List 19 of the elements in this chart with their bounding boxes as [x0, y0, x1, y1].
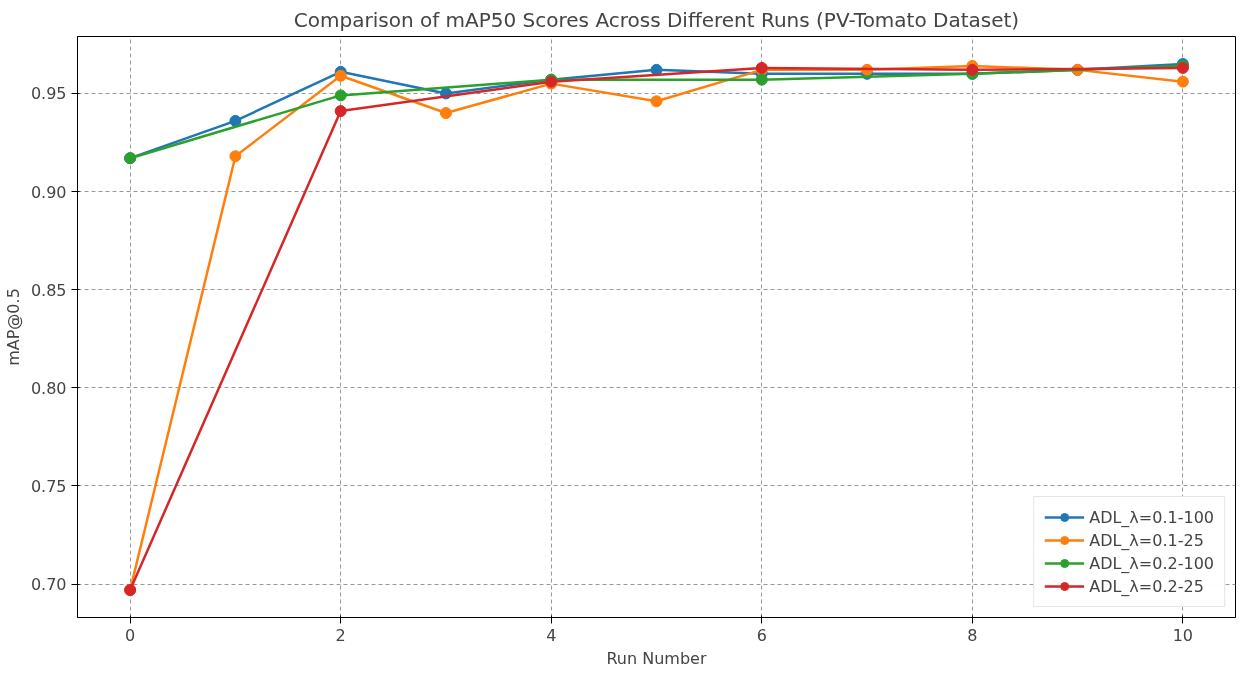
- y-tick-label: 0.80: [30, 378, 67, 398]
- chart-title: Comparison of mAP50 Scores Across Different Runs (PV-Tomato Dataset): [293, 7, 1020, 32]
- x-tick-label: 8: [967, 625, 978, 645]
- y-tick-label: 0.75: [30, 476, 67, 496]
- x-tick-label: 2: [335, 625, 346, 645]
- legend-label: ADL_λ=0.1-100: [1089, 507, 1214, 527]
- x-tick-label: 6: [756, 625, 767, 645]
- y-tick-label: 0.90: [30, 182, 67, 202]
- y-tick-label: 0.70: [30, 575, 67, 595]
- y-axis-title: mAP@0.5: [3, 288, 23, 366]
- y-tick-label: 0.85: [30, 280, 67, 300]
- x-tick-label: 4: [546, 625, 557, 645]
- legend-label: ADL_λ=0.1-25: [1089, 530, 1204, 550]
- legend-label: ADL_λ=0.2-25: [1089, 576, 1204, 596]
- x-tick-label: 10: [1172, 625, 1194, 645]
- legend-label: ADL_λ=0.2-100: [1089, 553, 1214, 573]
- y-tick-label: 0.95: [30, 84, 67, 104]
- x-axis-title: Run Number: [606, 648, 707, 668]
- x-tick-label: 0: [125, 625, 136, 645]
